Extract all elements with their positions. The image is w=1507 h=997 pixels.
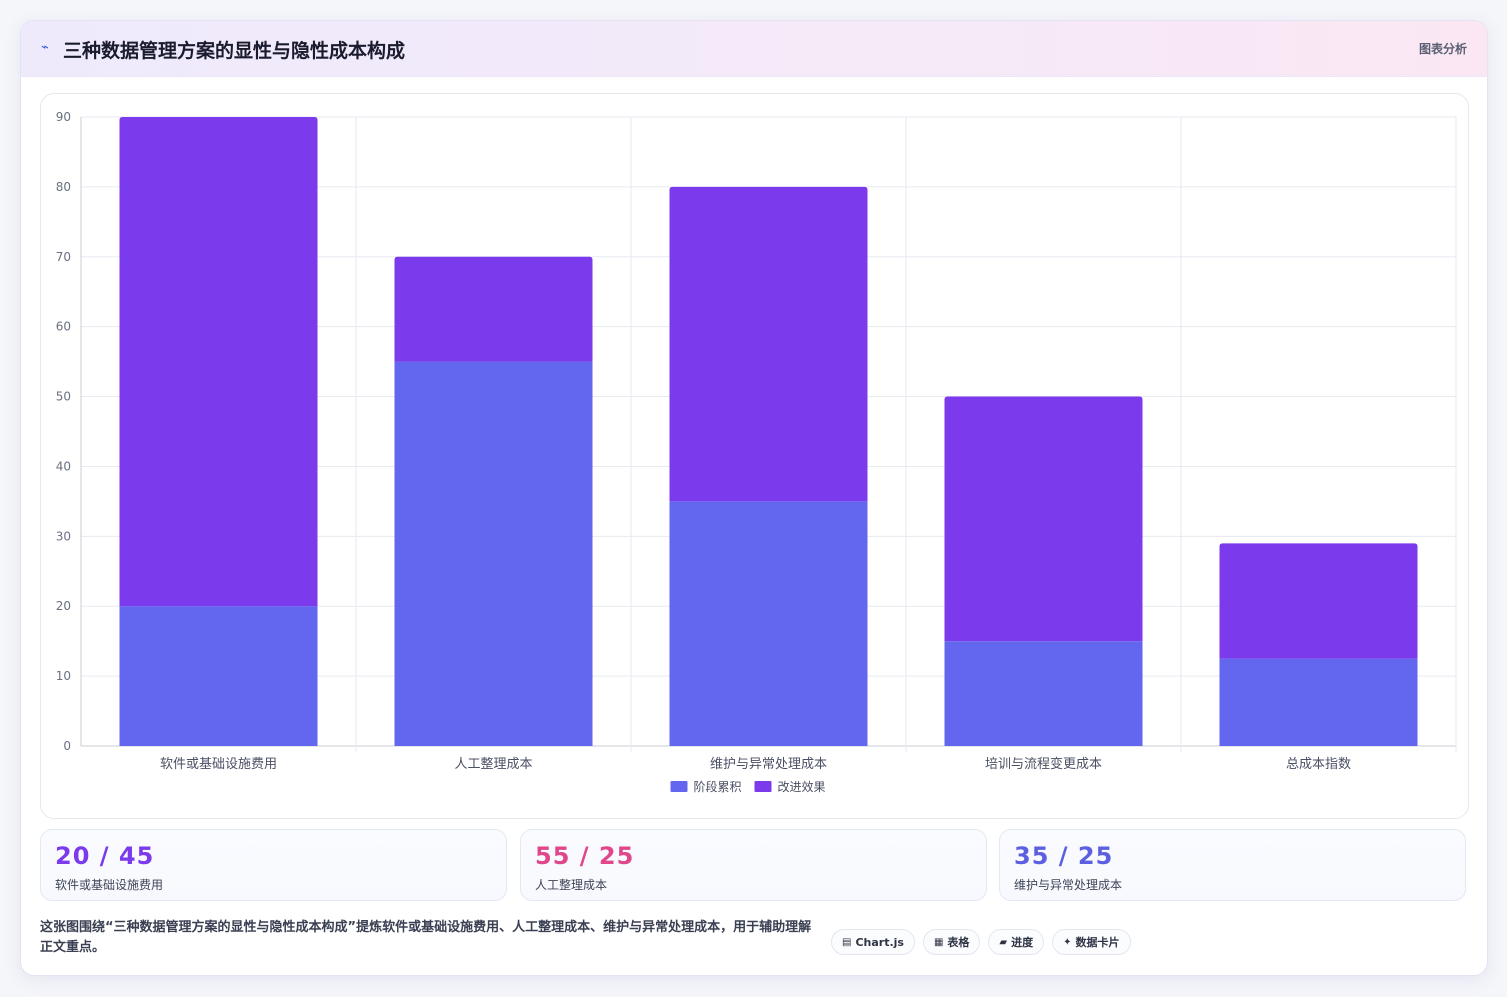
chip-chartjs[interactable]: ▤ Chart.js (831, 929, 915, 955)
bar-segment-2 (394, 256, 593, 362)
y-tick-label: 30 (56, 529, 71, 543)
chip-label: 进度 (1011, 936, 1034, 949)
chip-data-card[interactable]: ✦ 数据卡片 (1052, 929, 1131, 955)
y-tick-label: 40 (56, 459, 71, 473)
chart-description: 这张图围绕“三种数据管理方案的显性与隐性成本构成”提炼软件或基础设施费用、人工整… (40, 920, 812, 955)
y-tick-label: 90 (56, 110, 71, 124)
page-title: 三种数据管理方案的显性与隐性成本构成 (63, 40, 406, 62)
sparkle-icon: ✦ (1063, 936, 1072, 948)
legend-label: 改进效果 (778, 779, 826, 794)
bar-segment-1 (944, 641, 1143, 746)
y-tick-label: 80 (56, 180, 71, 194)
stat-card-maintenance: 35 / 25 维护与异常处理成本 (999, 829, 1466, 901)
y-tick-label: 60 (56, 320, 71, 334)
stat-card-labor: 55 / 25 人工整理成本 (520, 829, 987, 901)
chip-label: 表格 (947, 936, 970, 949)
stat-label: 维护与异常处理成本 (1014, 878, 1123, 892)
bar-segment-1 (394, 361, 593, 746)
chip-label: Chart.js (855, 935, 904, 949)
table-icon: ▦ (933, 936, 944, 948)
y-tick-label: 0 (63, 739, 71, 753)
legend-swatch (670, 781, 688, 792)
stacked-bar-chart: 0 10 20 30 40 50 60 70 80 90 软件或基础设施费用 人工整理成本 维护与异常处… (56, 110, 1457, 794)
chart-icon: ▤ (842, 936, 852, 948)
stat-card-software: 20 / 45 软件或基础设施费用 (40, 829, 507, 901)
tech-chips: ▤ Chart.js ▦ 表格 ▰ 进度 ✦ 数据卡片 (831, 929, 1131, 955)
card-header: ⌁ 三种数据管理方案的显性与隐性成本构成 图表分析 (21, 21, 1487, 77)
stat-value: 35 / 25 (1014, 842, 1114, 870)
stat-label: 人工整理成本 (535, 878, 608, 892)
bar-segment-1 (1219, 658, 1418, 746)
stat-value: 55 / 25 (535, 842, 635, 870)
x-tick-label: 维护与异常处理成本 (710, 757, 827, 772)
bar-segment-1 (669, 501, 868, 746)
x-tick-label: 总成本指数 (1286, 757, 1351, 772)
y-tick-label: 70 (56, 250, 71, 264)
chart-card: ⌁ 三种数据管理方案的显性与隐性成本构成 图表分析 0 10 20 30 40 50 60 7… (20, 20, 1488, 976)
x-tick-label: 软件或基础设施费用 (160, 757, 277, 772)
stat-value: 20 / 45 (55, 842, 155, 870)
bar-segment-2 (119, 117, 318, 607)
chip-progress[interactable]: ▰ 进度 (988, 929, 1045, 955)
progress-icon: ▰ (999, 936, 1008, 948)
y-tick-label: 50 (56, 390, 71, 404)
bar-segment-1 (119, 606, 318, 746)
chart-line-icon: ⌁ (41, 40, 49, 55)
legend-label: 阶段累积 (694, 779, 742, 794)
chip-label: 数据卡片 (1075, 936, 1120, 949)
chart-analysis-button[interactable]: 图表分析 (1418, 42, 1467, 56)
x-tick-label: 培训与流程变更成本 (985, 756, 1102, 772)
y-tick-label: 20 (56, 599, 71, 613)
x-tick-label: 人工整理成本 (454, 757, 532, 772)
chip-table[interactable]: ▦ 表格 (922, 929, 981, 955)
bar-segment-2 (1219, 543, 1418, 659)
y-tick-label: 10 (56, 669, 71, 683)
bar-segment-2 (944, 396, 1143, 642)
chart-container: 0 10 20 30 40 50 60 70 80 90 软件或基础设施费用 人工整理成本 维护与异常处… (40, 93, 1469, 819)
legend-swatch (754, 781, 772, 792)
bar-segment-2 (669, 186, 868, 502)
stat-label: 软件或基础设施费用 (55, 878, 164, 892)
